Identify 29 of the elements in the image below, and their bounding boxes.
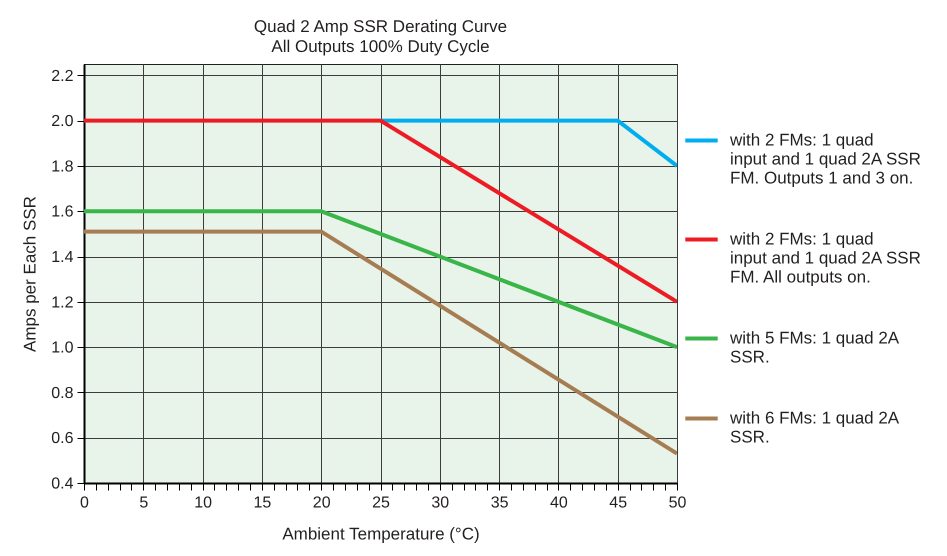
y-tick-label: 1.8 [51, 158, 74, 176]
legend-label: with 2 FMs: 1 quad input and 1 quad 2A SSR FM. All outputs on. [729, 230, 921, 286]
x-tick-label: 5 [139, 494, 148, 512]
y-tick-label: 1.2 [51, 294, 74, 312]
x-tick-label: 0 [80, 494, 90, 512]
y-tick-label: 2.2 [51, 68, 74, 85]
legend-label: with 5 FMs: 1 quad 2A SSR. [729, 328, 900, 366]
y-tick-label: 1.6 [51, 204, 74, 221]
y-tick-label: 0.6 [51, 430, 74, 448]
chart-subtitle: All Outputs 100% Duty Cycle [271, 37, 490, 56]
x-tick-label: 20 [312, 494, 331, 512]
y-tick-label: 1.0 [51, 340, 74, 357]
y-tick-label: 1.4 [51, 249, 74, 266]
y-axis-title: Amps per Each SSR [20, 196, 40, 352]
x-tick-label: 45 [609, 494, 628, 512]
x-tick-label: 40 [550, 494, 568, 512]
y-tick-label: 0.4 [51, 476, 74, 492]
legend-label: with 2 FMs: 1 quad input and 1 quad 2A SSR FM. Outputs 1 and 3 on. [729, 130, 921, 188]
y-tick-label: 2.0 [51, 113, 74, 130]
x-axis-title: Ambient Temperature (°C) [282, 524, 480, 544]
x-tick-label: 15 [254, 494, 272, 512]
x-tick-label: 50 [668, 494, 686, 512]
chart-title: Quad 2 Amp SSR Derating Curve [254, 17, 508, 36]
x-tick-label: 25 [372, 494, 390, 512]
legend-label: with 6 FMs: 1 quad 2A SSR. [729, 408, 900, 446]
y-tick-label: 0.8 [51, 384, 74, 402]
x-tick-label: 30 [431, 494, 450, 512]
x-tick-label: 35 [490, 494, 509, 512]
x-tick-label: 10 [194, 494, 212, 512]
